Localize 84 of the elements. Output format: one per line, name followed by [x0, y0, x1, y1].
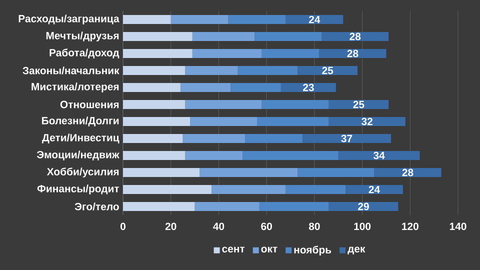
bar — [123, 83, 180, 92]
bar — [123, 117, 190, 126]
data-label: 24 — [308, 16, 320, 24]
bar — [123, 49, 192, 58]
bar — [322, 32, 389, 41]
data-label: 24 — [368, 186, 380, 194]
x-tick-label: 0 — [120, 222, 126, 230]
bar — [123, 100, 186, 109]
y-tick-label: Отношения — [60, 100, 119, 108]
bar — [298, 66, 358, 75]
bar — [123, 202, 195, 212]
bar — [185, 151, 243, 160]
data-label: 28 — [402, 168, 414, 176]
data-label: 37 — [341, 134, 352, 142]
bar — [280, 83, 336, 92]
bar — [262, 49, 320, 58]
x-tick-label: 40 — [213, 222, 224, 230]
bar — [200, 168, 298, 178]
bar — [123, 168, 200, 178]
bar — [192, 32, 255, 41]
bar — [185, 100, 262, 109]
legend-label: сент — [222, 246, 245, 252]
data-label: 29 — [358, 202, 369, 210]
x-tick-label: 20 — [165, 222, 176, 230]
data-label: 25 — [322, 66, 334, 74]
y-tick-label: Эмоции/недвиж — [36, 150, 120, 160]
bar — [180, 83, 231, 92]
x-tick-label: 100 — [354, 222, 371, 230]
legend-label: окт — [261, 246, 278, 252]
x-tick-label: 120 — [402, 222, 418, 230]
bar — [298, 168, 374, 178]
bar — [182, 134, 246, 143]
y-tick-label: Расходы/заграница — [18, 14, 120, 24]
legend-label: дек — [348, 246, 366, 254]
data-label: 34 — [373, 152, 385, 160]
bar — [228, 15, 286, 24]
bar — [192, 49, 262, 58]
bar — [245, 134, 302, 143]
bar — [254, 32, 322, 41]
bar — [123, 185, 212, 194]
bar — [194, 202, 260, 212]
bar — [328, 117, 406, 126]
bar — [190, 117, 258, 126]
data-label: 32 — [361, 118, 372, 126]
bar — [259, 202, 329, 212]
bar — [346, 185, 403, 194]
x-tick-label: 60 — [261, 222, 272, 230]
data-label: 25 — [353, 100, 364, 108]
y-tick-label: Дети/Инвестиц — [42, 134, 120, 144]
data-label: 23 — [302, 84, 314, 92]
bar — [319, 49, 386, 58]
bar — [374, 168, 442, 178]
bar — [262, 100, 329, 109]
bar — [123, 151, 186, 160]
bar — [338, 151, 420, 160]
y-tick-label: Законы/начальник — [22, 66, 120, 74]
x-tick-label: 80 — [308, 222, 320, 230]
bar — [123, 15, 171, 24]
bar — [328, 100, 389, 109]
bar — [328, 202, 398, 212]
bar — [185, 66, 238, 75]
y-tick-label: Болезни/Долги — [42, 116, 119, 126]
y-tick-label: Мистика/лотерея — [32, 82, 119, 92]
y-tick-label: Финансы/родит — [37, 184, 120, 194]
data-label: 28 — [350, 32, 361, 40]
bar — [170, 15, 228, 24]
bar — [242, 151, 338, 160]
bar — [238, 66, 298, 75]
y-tick-label: Мечты/друзья — [46, 32, 119, 42]
bar — [230, 83, 281, 92]
x-tick-label: 140 — [450, 222, 466, 230]
y-tick-label: Работа/доход — [50, 48, 120, 58]
bar — [286, 185, 346, 194]
y-tick-label: Хобби/усилия — [46, 168, 119, 178]
bar — [257, 117, 329, 126]
y-tick-label: Эго/тело — [74, 202, 119, 210]
data-label: 28 — [347, 50, 358, 58]
bar — [123, 66, 186, 75]
bar — [286, 15, 344, 24]
bar — [302, 134, 392, 143]
legend-label: ноябрь — [294, 246, 332, 256]
bar — [123, 134, 183, 143]
bar — [212, 185, 286, 194]
bar — [123, 32, 192, 41]
